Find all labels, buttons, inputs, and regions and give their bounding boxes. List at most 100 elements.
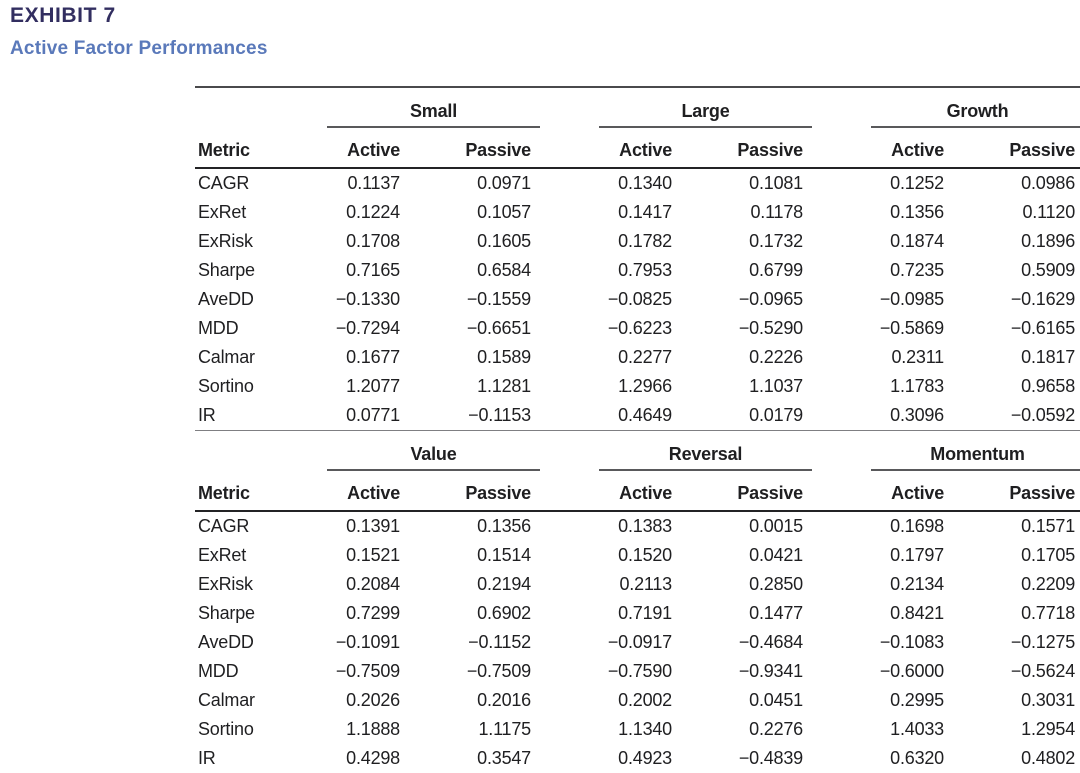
value-cell: 0.1417 bbox=[618, 202, 672, 222]
metric-cell: Calmar bbox=[198, 690, 255, 710]
value-cell: −0.1275 bbox=[1010, 632, 1076, 652]
value-cell: 0.1521 bbox=[346, 545, 400, 565]
value-cell: 0.7718 bbox=[1021, 603, 1076, 623]
table-row: ExRet 0.1521 0.1514 0.1520 0.0421 0.1797… bbox=[195, 541, 1080, 570]
value-cell: −0.7294 bbox=[335, 318, 400, 338]
performance-table: Small Large Growth Metric Active Passive… bbox=[195, 86, 1080, 773]
metric-cell: IR bbox=[195, 401, 315, 431]
value-cell: 0.1383 bbox=[618, 516, 672, 536]
table-row: ExRet 0.1224 0.1057 0.1417 0.1178 0.1356… bbox=[195, 198, 1080, 227]
metric-cell: CAGR bbox=[198, 516, 250, 536]
col-header-passive: Passive bbox=[699, 471, 812, 512]
metric-cell: Calmar bbox=[198, 347, 255, 367]
value-cell: 0.8421 bbox=[890, 603, 944, 623]
value-cell: 0.2226 bbox=[749, 347, 803, 367]
group-header-reversal: Reversal bbox=[587, 431, 812, 471]
table-row: ExRisk 0.1708 0.1605 0.1782 0.1732 0.187… bbox=[195, 227, 1080, 256]
value-cell: 0.1057 bbox=[477, 202, 531, 222]
value-cell: 0.2134 bbox=[890, 574, 944, 594]
table-row: CAGR 0.1391 0.1356 0.1383 0.0015 0.1698 … bbox=[195, 511, 1080, 541]
value-cell: 0.2850 bbox=[749, 574, 803, 594]
value-cell: −0.7590 bbox=[607, 661, 672, 681]
metric-cell: ExRisk bbox=[198, 231, 253, 251]
value-cell: 0.1081 bbox=[749, 173, 803, 193]
table-row: Calmar 0.2026 0.2016 0.2002 0.0451 0.299… bbox=[195, 686, 1080, 715]
group-header-small-label: Small bbox=[327, 101, 540, 128]
metric-cell: MDD bbox=[198, 661, 239, 681]
value-cell: 0.3031 bbox=[1021, 690, 1076, 710]
value-cell: −0.5869 bbox=[879, 318, 944, 338]
value-cell: 0.1698 bbox=[890, 516, 944, 536]
group-header-growth-label: Growth bbox=[871, 101, 1080, 128]
value-cell: 0.1514 bbox=[477, 545, 531, 565]
table-row: Calmar 0.1677 0.1589 0.2277 0.2226 0.231… bbox=[195, 343, 1080, 372]
exhibit-label: EXHIBIT 7 bbox=[10, 4, 116, 27]
value-cell: 0.4923 bbox=[618, 748, 672, 768]
value-cell: 0.2276 bbox=[749, 719, 803, 739]
value-cell: 0.1589 bbox=[477, 347, 531, 367]
col-header-metric: Metric bbox=[195, 471, 315, 512]
value-cell: 0.3096 bbox=[859, 401, 971, 431]
value-cell: 0.6902 bbox=[477, 603, 531, 623]
col-header-active: Active bbox=[587, 128, 699, 169]
value-cell: 0.5909 bbox=[1021, 260, 1076, 280]
col-header-passive: Passive bbox=[699, 128, 812, 169]
value-cell: 1.2077 bbox=[346, 376, 400, 396]
group-header-growth: Growth bbox=[859, 87, 1080, 128]
table-row-subheaders: Metric Active Passive Active Passive Act… bbox=[195, 128, 1080, 169]
group-gap bbox=[540, 431, 587, 472]
value-cell: 0.1797 bbox=[890, 545, 944, 565]
table-row: Sharpe 0.7299 0.6902 0.7191 0.1477 0.842… bbox=[195, 599, 1080, 628]
value-cell: −0.9341 bbox=[738, 661, 803, 681]
value-cell: 0.1224 bbox=[346, 202, 400, 222]
value-cell: 0.2194 bbox=[477, 574, 531, 594]
value-cell: −0.1559 bbox=[466, 289, 531, 309]
table-row-groups: Value Reversal Momentum bbox=[195, 431, 1080, 472]
value-cell: −0.1083 bbox=[879, 632, 944, 652]
col-header-passive: Passive bbox=[427, 128, 540, 169]
value-cell: 0.7235 bbox=[890, 260, 944, 280]
value-cell: −0.1330 bbox=[335, 289, 400, 309]
value-cell: 0.2209 bbox=[1021, 574, 1076, 594]
col-header-metric: Metric bbox=[195, 128, 315, 169]
value-cell: 0.1896 bbox=[1021, 231, 1076, 251]
performance-table-wrapper: Small Large Growth Metric Active Passive… bbox=[195, 86, 1080, 773]
group-gap bbox=[812, 128, 859, 169]
value-cell: −0.1152 bbox=[468, 632, 531, 652]
value-cell: −0.0985 bbox=[879, 289, 944, 309]
metric-cell: Sharpe bbox=[198, 260, 255, 280]
group-header-reversal-label: Reversal bbox=[599, 444, 812, 471]
table-row: IR 0.0771 −0.1153 0.4649 0.0179 0.3096 −… bbox=[195, 401, 1080, 431]
col-header-active: Active bbox=[315, 471, 427, 512]
value-cell: 1.4033 bbox=[890, 719, 944, 739]
value-cell: 0.7191 bbox=[618, 603, 672, 623]
group-gap bbox=[812, 87, 859, 128]
group-gap bbox=[540, 471, 587, 512]
value-cell: 0.4802 bbox=[1021, 748, 1076, 768]
group-header-small: Small bbox=[315, 87, 540, 128]
value-cell: −0.7509 bbox=[466, 661, 531, 681]
metric-cell: IR bbox=[198, 748, 216, 768]
value-cell: 0.1817 bbox=[1021, 347, 1076, 367]
metric-cell: ExRisk bbox=[198, 574, 253, 594]
value-cell: 1.1783 bbox=[890, 376, 944, 396]
value-cell: 0.6320 bbox=[890, 748, 944, 768]
value-cell: −0.1629 bbox=[1010, 289, 1076, 309]
value-cell: 0.6584 bbox=[477, 260, 531, 280]
value-cell: 0.1705 bbox=[1021, 545, 1076, 565]
value-cell: 1.1037 bbox=[749, 376, 803, 396]
group-header-momentum-label: Momentum bbox=[871, 444, 1080, 471]
group-header-large: Large bbox=[587, 87, 812, 128]
value-cell: 0.1874 bbox=[890, 231, 944, 251]
value-cell: −0.5290 bbox=[738, 318, 803, 338]
value-cell: 0.1782 bbox=[618, 231, 672, 251]
value-cell: −0.6000 bbox=[879, 661, 944, 681]
table-row: AveDD −0.1330 −0.1559 −0.0825 −0.0965 −0… bbox=[195, 285, 1080, 314]
value-cell: 1.2966 bbox=[618, 376, 672, 396]
table-row: MDD −0.7294 −0.6651 −0.6223 −0.5290 −0.5… bbox=[195, 314, 1080, 343]
value-cell: 1.1281 bbox=[477, 376, 531, 396]
value-cell: 0.2084 bbox=[346, 574, 400, 594]
table-row: AveDD −0.1091 −0.1152 −0.0917 −0.4684 −0… bbox=[195, 628, 1080, 657]
metric-cell: MDD bbox=[198, 318, 239, 338]
value-cell: −0.0825 bbox=[607, 289, 672, 309]
